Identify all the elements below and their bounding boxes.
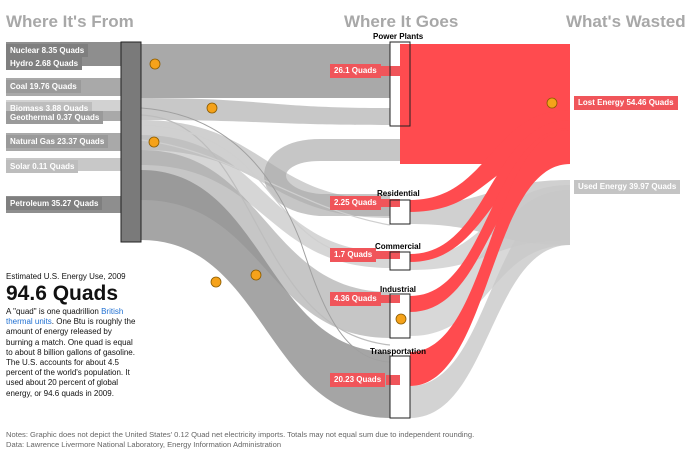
- box-power-plants: [389, 41, 411, 127]
- box-commercial: [389, 251, 411, 271]
- info-marker-4: [210, 276, 222, 288]
- dest-tag-residential[interactable]: 2.25 Quads: [330, 196, 381, 210]
- summary-desc-prefix: A "quad" is one quadrillion: [6, 307, 102, 316]
- dest-tag-commercial[interactable]: 1.7 Quads: [330, 248, 377, 262]
- output-lost-energy[interactable]: Lost Energy 54.46 Quads: [574, 96, 678, 110]
- info-marker-3: [148, 136, 160, 148]
- dest-tag-transportation[interactable]: 20.23 Quads: [330, 373, 386, 387]
- source-label-solar[interactable]: Solar 0.11 Quads: [6, 160, 79, 173]
- dest-tag-industrial[interactable]: 4.36 Quads: [330, 292, 381, 306]
- source-label-coal[interactable]: Coal 19.76 Quads: [6, 80, 81, 93]
- source-column-box: [120, 41, 142, 243]
- box-transportation: [389, 355, 411, 419]
- flow-to-residential: [141, 120, 390, 218]
- source-label-nuclear[interactable]: Nuclear 8.35 Quads: [6, 44, 89, 57]
- summary-caption: Estimated U.S. Energy Use, 2009: [6, 272, 126, 281]
- flow-lost-transportation: [410, 130, 570, 386]
- flow-thin-line-3: [140, 139, 391, 226]
- box-residential: [389, 199, 411, 225]
- output-used-energy[interactable]: Used Energy 39.97 Quads: [574, 180, 681, 194]
- summary-description: A "quad" is one quadrillion British ther…: [6, 307, 136, 399]
- dest-title-power-plants: Power Plants: [373, 32, 424, 41]
- dest-title-industrial: Industrial: [380, 285, 417, 294]
- dest-title-residential: Residential: [377, 189, 420, 198]
- dest-tag-power-plants[interactable]: 26.1 Quads: [330, 64, 381, 78]
- header-whats-wasted: What's Wasted: [566, 12, 686, 31]
- footnote-notes: Notes: Graphic does not depict the Unite…: [6, 430, 475, 439]
- dest-title-commercial: Commercial: [375, 242, 421, 251]
- flow-to-power-plants: [141, 44, 390, 98]
- info-marker-1: [149, 58, 161, 70]
- flow-thin-line-1: [140, 114, 391, 346]
- flow-used-transportation: [410, 200, 570, 418]
- info-marker-5: [250, 269, 262, 281]
- info-marker-7: [546, 97, 558, 109]
- source-label-hydro[interactable]: Hydro 2.68 Quads: [6, 57, 83, 70]
- header-where-goes: Where It Goes: [344, 12, 459, 31]
- summary-block: Estimated U.S. Energy Use, 2009 94.6 Qua…: [6, 272, 136, 399]
- flow-gas-to-power: [141, 98, 390, 125]
- dest-title-transportation: Transportation: [370, 347, 427, 356]
- summary-desc-suffix: . One Btu is roughly the amount of energ…: [6, 317, 136, 398]
- header-where-from: Where It's From: [6, 12, 134, 31]
- flow-to-transportation: [141, 170, 390, 418]
- summary-total: 94.6 Quads: [6, 282, 119, 305]
- box-industrial: [389, 293, 411, 339]
- source-label-geothermal[interactable]: Geothermal 0.37 Quads: [6, 111, 104, 124]
- footnotes: Notes: Graphic does not depict the Unite…: [6, 430, 474, 450]
- source-label-petroleum[interactable]: Petroleum 35.27 Quads: [6, 197, 103, 210]
- info-marker-6: [395, 313, 407, 325]
- footnote-data-source: Data: Lawrence Livermore National Labora…: [6, 440, 282, 449]
- source-label-natural-gas[interactable]: Natural Gas 23.37 Quads: [6, 135, 109, 148]
- btu-link[interactable]: British thermal units: [6, 307, 124, 327]
- flow-thin-line-4: [140, 107, 391, 363]
- info-marker-2: [206, 102, 218, 114]
